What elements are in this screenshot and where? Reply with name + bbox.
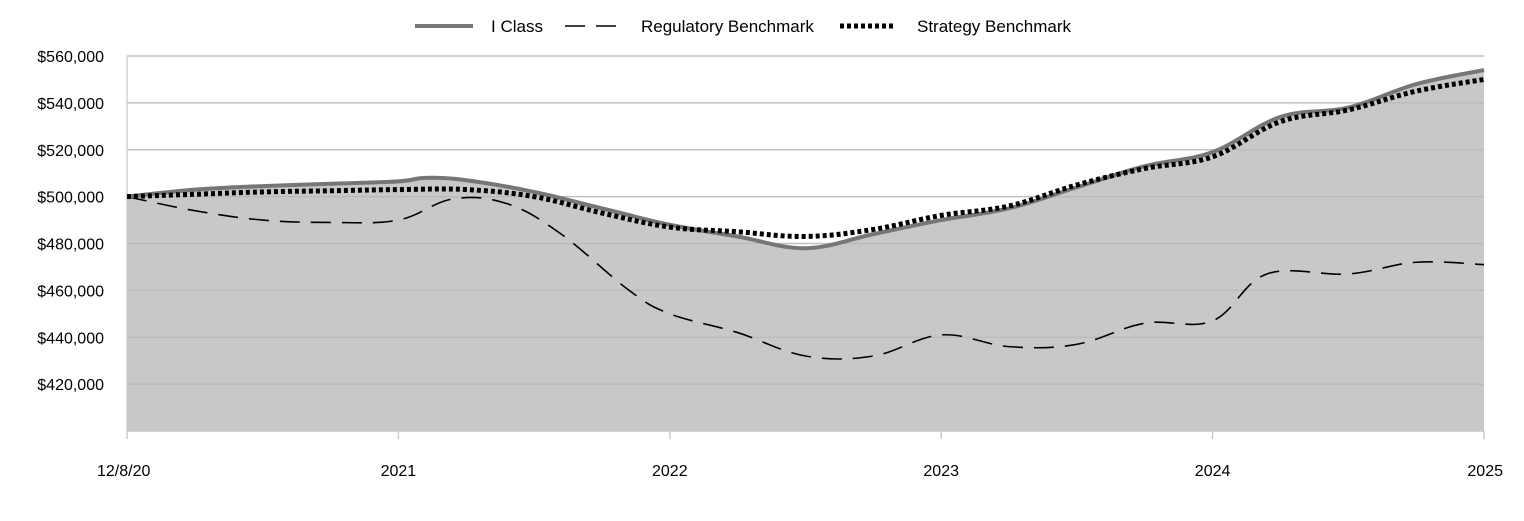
regulatory-benchmark-line — [126, 195, 1485, 360]
x-tick-label: 12/8/20 — [97, 463, 150, 480]
y-tick-label: $440,000 — [37, 330, 104, 347]
y-tick-label: $480,000 — [37, 237, 104, 254]
legend-item-regulatory-benchmark: Regulatory Benchmark — [565, 17, 814, 36]
legend-item-i-class: I Class — [415, 17, 543, 36]
legend: I Class Regulatory Benchmark Strategy Benc… — [415, 17, 1072, 36]
area-layer — [127, 55, 1484, 431]
y-tick-label: $500,000 — [37, 190, 104, 207]
x-tick-label: 2021 — [381, 463, 417, 480]
y-tick-label: $520,000 — [37, 143, 104, 160]
legend-item-strategy-benchmark: Strategy Benchmark — [840, 17, 1072, 36]
i-class-line — [126, 68, 1485, 251]
axis-layer — [126, 56, 1485, 439]
label-layer: $420,000 $440,000 $460,000 $480,000 $500,000… — [37, 49, 1503, 480]
x-tick-label: 2023 — [923, 463, 959, 480]
x-tick-label: 2024 — [1195, 463, 1231, 480]
y-tick-label: $560,000 — [37, 49, 104, 66]
strategy-benchmark-line — [126, 76, 1485, 239]
legend-label: Strategy Benchmark — [917, 17, 1072, 36]
legend-label: Regulatory Benchmark — [641, 17, 814, 36]
y-tick-label: $420,000 — [37, 377, 104, 394]
y-tick-label: $460,000 — [37, 283, 104, 300]
line-layer — [126, 68, 1485, 360]
legend-label: I Class — [491, 17, 543, 36]
y-tick-label: $540,000 — [37, 96, 104, 113]
i-class-area — [127, 70, 1484, 431]
x-tick-label: 2025 — [1467, 463, 1503, 480]
x-tick-label: 2022 — [652, 463, 688, 480]
